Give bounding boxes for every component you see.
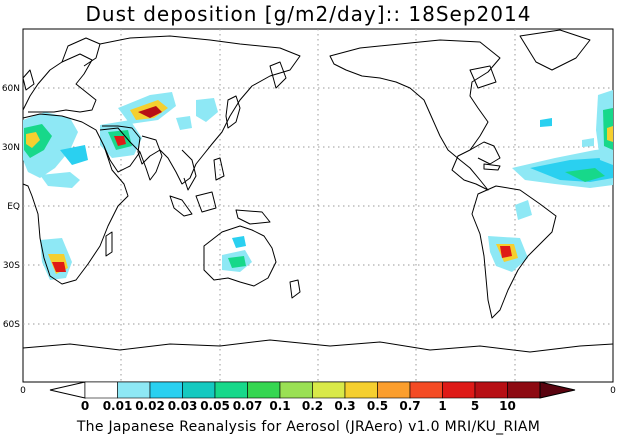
dust-north-china — [176, 116, 192, 130]
footer-credit: The Japanese Reanalysis for Aerosol (JRA… — [76, 419, 541, 435]
colorbar-tick-label: 0.01 — [103, 399, 133, 413]
dust-andes-core — [500, 246, 512, 258]
colorbar-cell — [84, 381, 118, 399]
dust-australia-nw — [232, 236, 246, 248]
colorbar-tick-label: 10 — [499, 399, 516, 413]
colorbar-tick-label: 0.3 — [334, 399, 355, 413]
lat-label-30n: 30N — [2, 143, 20, 153]
colorbar-edge-right: 0 — [610, 386, 616, 396]
dust-atlantic-north — [582, 138, 594, 147]
dust-arabia-core — [114, 136, 126, 146]
colorbar-cell — [409, 381, 443, 399]
coast-new-guinea — [235, 209, 271, 225]
coast-philippines — [213, 157, 225, 181]
colorbar-arrow-left — [49, 381, 86, 399]
dust-australia-mid — [228, 256, 246, 268]
coastlines — [22, 29, 614, 353]
dust-central-asia-core — [138, 106, 162, 118]
colorbar-cell — [344, 381, 378, 399]
colorbar-arrow-right — [539, 381, 576, 399]
coast-india — [139, 135, 163, 181]
latitude-labels: 60N 30N EQ 30S 60S — [2, 84, 20, 330]
coast-indochina — [181, 149, 197, 191]
lat-label-eq: EQ — [7, 202, 20, 212]
colorbar-tick-label: 0.2 — [302, 399, 323, 413]
colorbar-labels: 0 0.01 0.02 0.03 0.05 0.07 0.1 0.2 0.3 0.5 0.7 1 5 10 — [81, 399, 516, 413]
coast-cuba — [483, 163, 501, 171]
lat-label-30s: 30S — [3, 261, 20, 271]
colorbar-cell — [214, 381, 248, 399]
coast-australia — [203, 225, 277, 287]
coast-antarctica — [22, 339, 614, 353]
coast-africa — [22, 113, 129, 285]
coast-arabia — [99, 127, 141, 173]
coast-japan — [225, 95, 241, 129]
coast-gulf-of-mexico — [469, 141, 501, 165]
coast-hudson — [469, 65, 497, 89]
dust-west-africa — [60, 145, 88, 165]
dust-kalahari-core — [52, 262, 66, 272]
colorbar-tick-label: 0.5 — [367, 399, 388, 413]
colorbar-cell — [149, 381, 183, 399]
colorbar-tick-label: 0.02 — [135, 399, 165, 413]
colorbar-tick-label: 5 — [471, 399, 479, 413]
coast-kamchatka — [269, 61, 287, 89]
colorbar-tick-label: 0.03 — [168, 399, 198, 413]
colorbar-tick-label: 0.07 — [233, 399, 263, 413]
coast-uk — [22, 69, 35, 91]
coast-borneo — [195, 191, 217, 213]
colorbar-tick-label: 0.1 — [269, 399, 290, 413]
colorbar-cell — [117, 381, 151, 399]
colorbar-cell — [312, 381, 346, 399]
coast-madagascar — [105, 231, 113, 257]
map-title: Dust deposition [g/m2/day]:: 18Sep2014 — [85, 2, 532, 26]
colorbar-cell — [442, 381, 476, 399]
lat-label-60n: 60N — [2, 84, 20, 94]
dust-gulf — [540, 118, 552, 127]
colorbar-cell — [507, 381, 541, 399]
colorbar-cells — [84, 381, 541, 399]
coast-scandinavia — [61, 37, 101, 67]
dust-sahel — [40, 172, 80, 188]
coast-asia — [99, 35, 301, 185]
dust-atlantic-core — [565, 168, 605, 182]
colorbar-tick-label: 0 — [81, 399, 89, 413]
colorbar-cell — [377, 381, 411, 399]
coast-new-zealand — [289, 279, 301, 299]
coast-greenland — [519, 29, 591, 71]
dust-mongolia — [196, 98, 218, 122]
coast-north-america — [329, 39, 501, 191]
graticule — [23, 29, 613, 382]
coast-sumatra — [169, 195, 193, 217]
coast-south-america — [471, 185, 557, 319]
coast-europe — [22, 53, 97, 113]
colorbar-tick-label: 0.7 — [399, 399, 420, 413]
colorbar-cell — [474, 381, 508, 399]
dust-sahara-core — [26, 132, 40, 148]
colorbar-cell — [182, 381, 216, 399]
colorbar-cell — [247, 381, 281, 399]
colorbar-tick-label: 1 — [438, 399, 446, 413]
dust-brazil — [515, 200, 532, 220]
lat-label-60s: 60S — [3, 320, 20, 330]
colorbar-edge-left: 0 — [20, 386, 26, 396]
dust-field — [23, 90, 613, 280]
colorbar-tick-label: 0.05 — [200, 399, 230, 413]
colorbar: 0 0.01 0.02 0.03 0.05 0.07 0.1 0.2 0.3 0.5 0.7 1 5 10… — [20, 381, 616, 413]
dust-east-atlantic-core — [607, 126, 613, 142]
colorbar-cell — [279, 381, 313, 399]
